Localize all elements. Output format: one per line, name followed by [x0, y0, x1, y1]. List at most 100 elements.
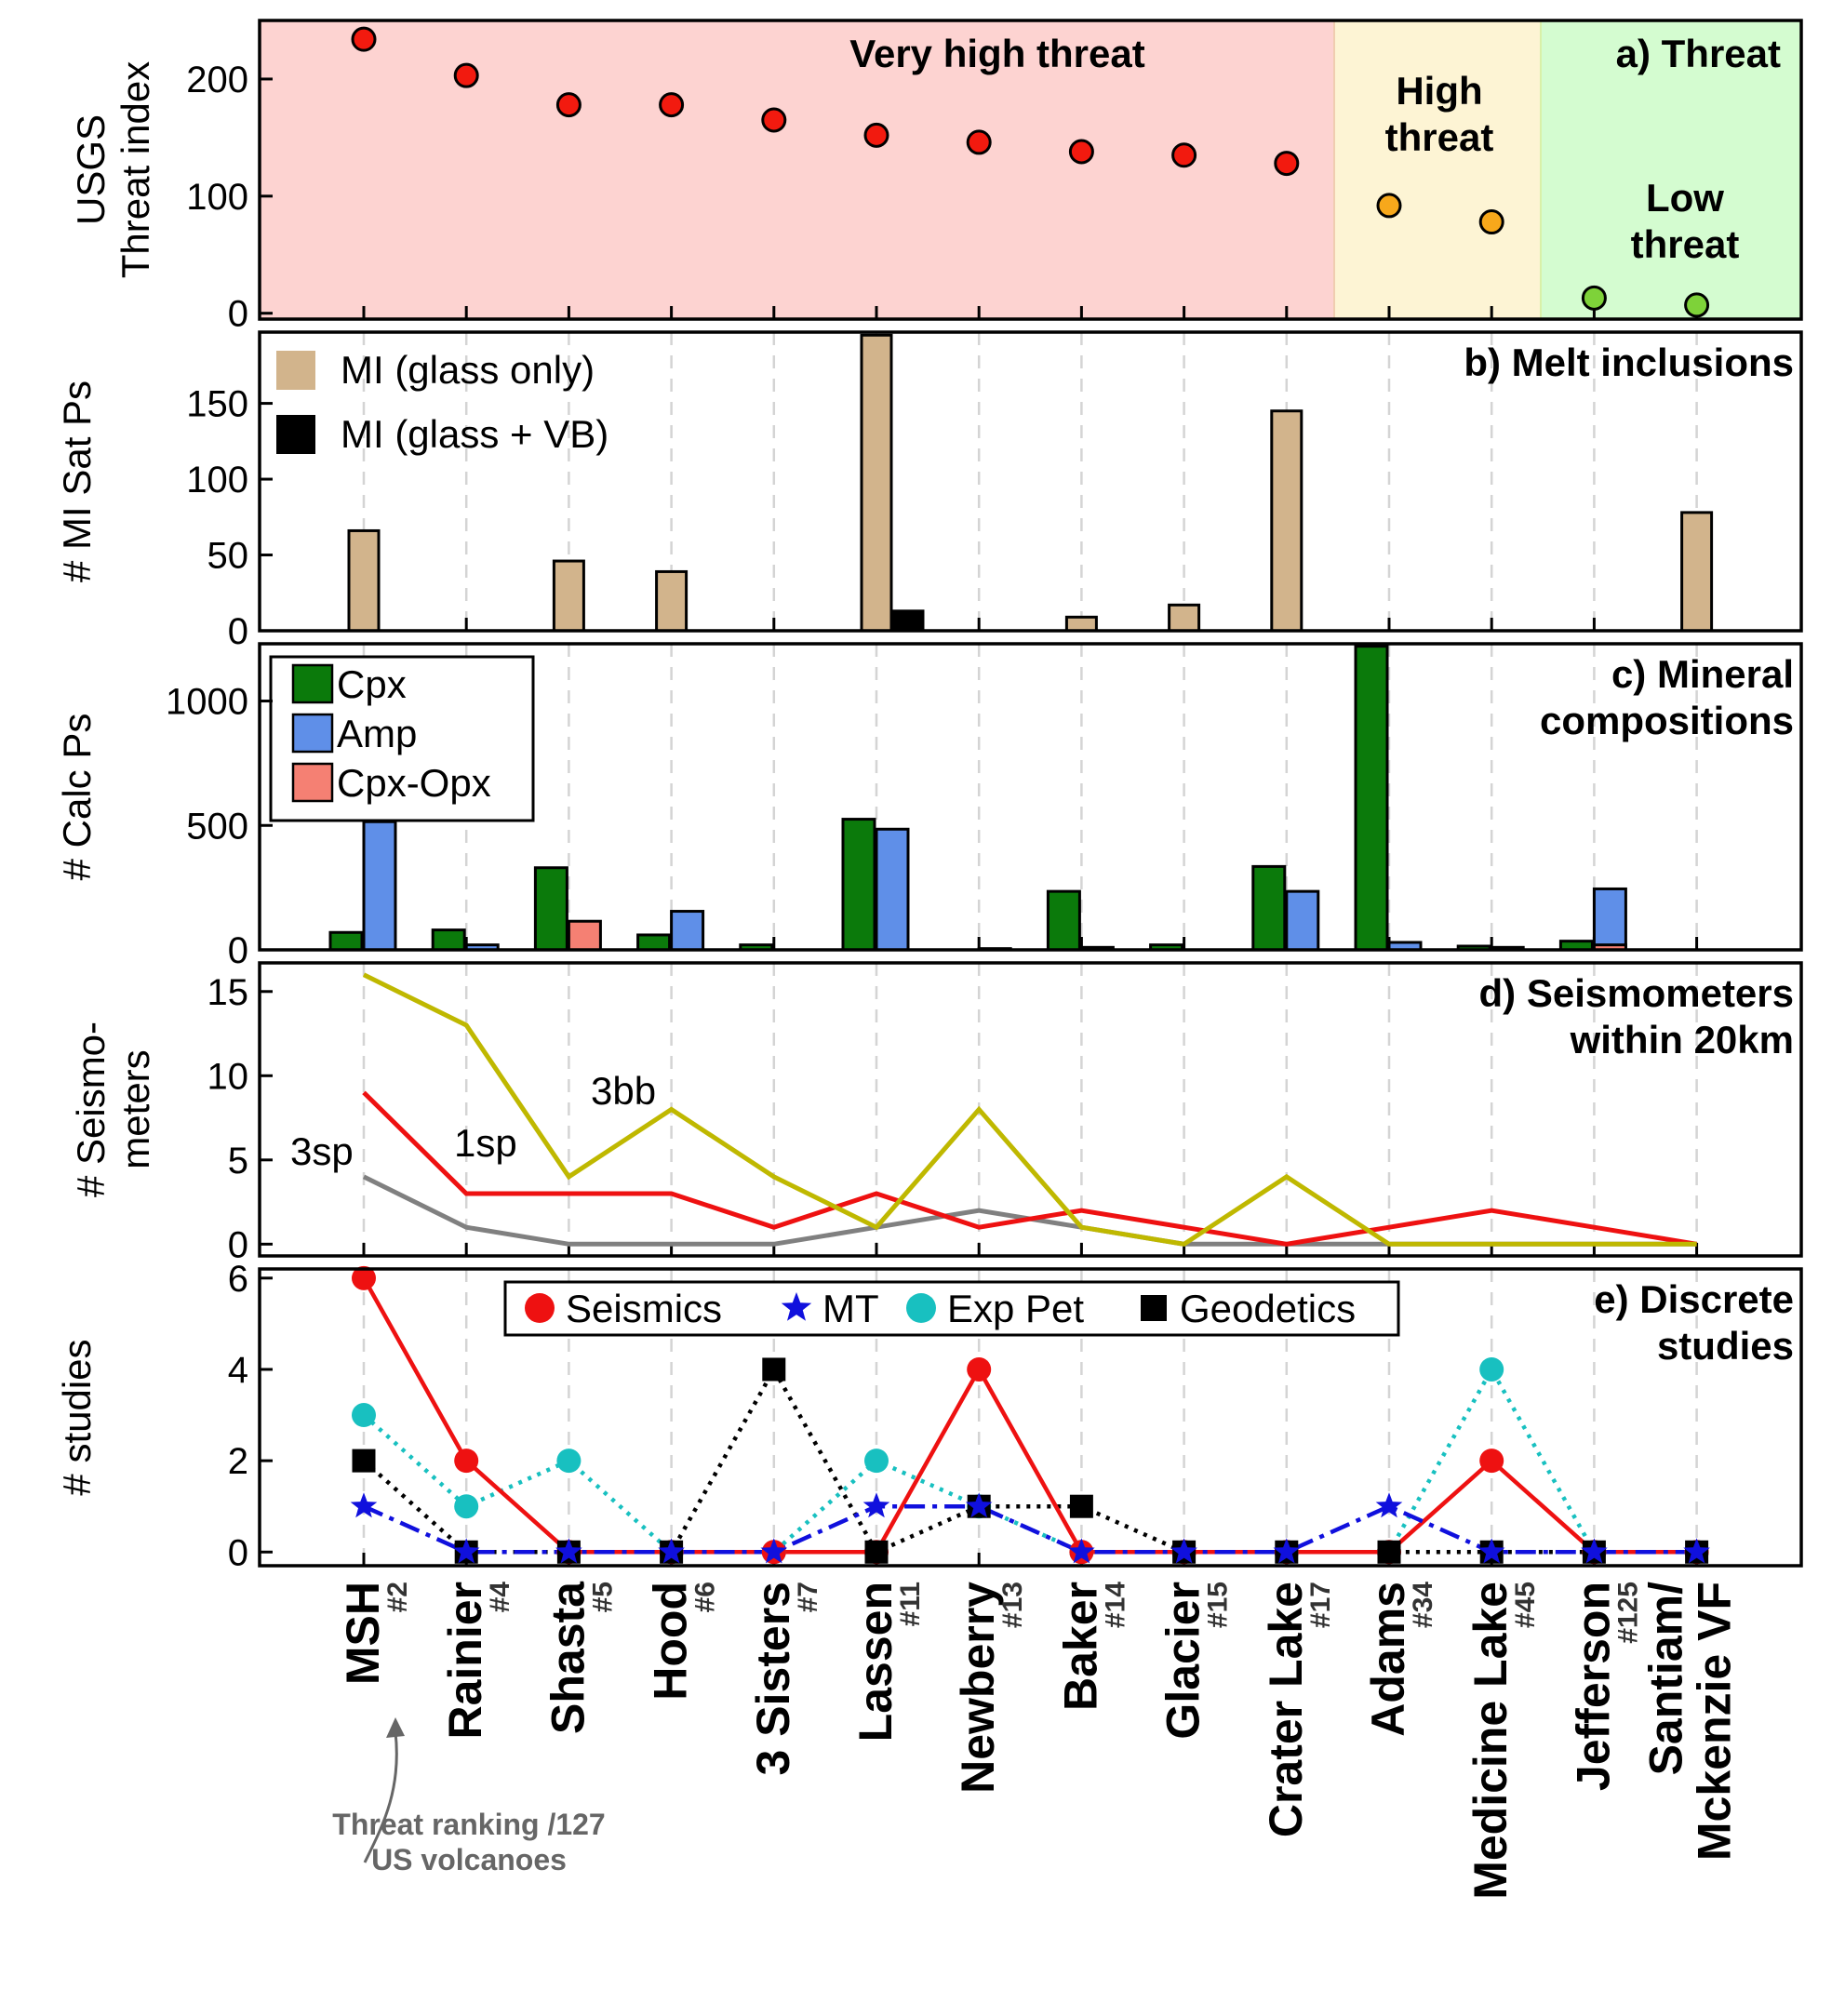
volcano-name: Baker	[1054, 1582, 1106, 1711]
threat-point	[1581, 285, 1607, 311]
threat-rank: #17	[1305, 1582, 1336, 1628]
line-exp-pet	[362, 1365, 1697, 1555]
y-tick-label: 1000	[166, 682, 248, 723]
legend-marker	[781, 1292, 812, 1321]
y-axis-label: # Seismo-	[69, 1021, 113, 1197]
threat-point	[555, 92, 582, 118]
y-tick-label: 0	[228, 1532, 248, 1573]
bar-mi-glass	[860, 333, 893, 633]
bar-amp	[1285, 889, 1320, 952]
volcano-name: Crater Lake	[1260, 1582, 1312, 1837]
panel-label: c) Mineral	[1611, 652, 1794, 696]
panel-b-melt-inclusions: MI (glass only) MI (glass + VB) b) Melt in…	[55, 330, 1803, 652]
threat-rank: #13	[997, 1582, 1028, 1628]
marker-mt	[350, 1492, 378, 1518]
panel-frame	[258, 642, 1803, 952]
legend-label: MT	[822, 1287, 879, 1330]
y-tick-label: 15	[207, 972, 249, 1013]
y-tick-label: 6	[228, 1259, 248, 1300]
y-axis-label: # Calc Ps	[55, 714, 99, 881]
line-mt	[363, 1503, 1697, 1555]
y-tick-label: 0	[228, 930, 248, 971]
threat-point	[1684, 292, 1710, 318]
y-tick-label: 4	[228, 1350, 248, 1391]
y-tick-label: 10	[207, 1056, 249, 1097]
legend-swatch	[291, 713, 334, 754]
legend-label: Geodetics	[1180, 1287, 1356, 1330]
y-tick-label: 2	[228, 1441, 248, 1482]
annotation-text: US volcanoes	[371, 1843, 567, 1876]
annotation-text: Threat ranking /127	[332, 1808, 605, 1841]
volcano-name: Lassen	[849, 1582, 902, 1742]
bar-amp	[362, 820, 397, 952]
threat-rank: #15	[1203, 1582, 1234, 1628]
threat-point	[761, 107, 787, 133]
y-tick-label: 200	[186, 60, 248, 100]
threat-point	[453, 62, 479, 88]
volcano-name: Shasta	[541, 1581, 594, 1734]
legend-label: MI (glass only)	[341, 348, 595, 392]
panel-label: studies	[1657, 1324, 1794, 1368]
threat-rank: #7	[793, 1582, 823, 1612]
panel-frame	[258, 19, 1803, 321]
legend-swatch	[291, 762, 334, 803]
threat-point	[966, 129, 992, 155]
legend-label: Amp	[337, 712, 417, 755]
bar-mi-glass	[1270, 409, 1304, 633]
marker-mt	[1068, 1538, 1095, 1564]
threat-rank: #34	[1408, 1582, 1438, 1628]
volcano-name: Rainier	[439, 1582, 491, 1740]
panel-frame	[258, 1267, 1803, 1568]
y-tick-label: 0	[228, 611, 248, 652]
bar-mi-vb	[891, 609, 925, 633]
series-label-3sp: 3sp	[290, 1129, 354, 1173]
bar-cpx	[431, 928, 466, 952]
panel-label: a) Threat	[1616, 32, 1781, 75]
marker-seismics	[454, 1449, 479, 1474]
marker-geodetics	[352, 1449, 376, 1473]
threat-point	[1171, 142, 1197, 168]
marker-geodetics	[1069, 1494, 1093, 1518]
volcano-name: Santiam/	[1640, 1582, 1692, 1776]
volcano-name: 3 Sisters	[747, 1582, 799, 1775]
marker-mt	[1477, 1538, 1505, 1564]
legend-marker	[906, 1293, 936, 1323]
volcano-name: Glacier	[1157, 1582, 1210, 1740]
marker-exp-pet	[454, 1494, 479, 1519]
legend-swatch	[276, 351, 315, 390]
threat-rank: #5	[587, 1582, 618, 1612]
volcano-name: MSH	[337, 1582, 389, 1685]
volcano-name: Adams	[1362, 1582, 1414, 1737]
y-axis-label: USGS	[69, 114, 113, 225]
threat-point	[1068, 139, 1094, 165]
threat-point	[1274, 151, 1300, 177]
series-label-3bb: 3bb	[591, 1069, 656, 1113]
y-tick-label: 5	[228, 1141, 248, 1182]
legend-box	[503, 1280, 1400, 1337]
marker-exp-pet	[864, 1449, 889, 1474]
marker-exp-pet	[352, 1403, 376, 1428]
volcano-name: Hood	[645, 1582, 697, 1701]
y-axis-label: meters	[114, 1049, 157, 1168]
volcano-name: Jefferson	[1567, 1582, 1619, 1791]
marker-mt	[555, 1538, 582, 1564]
volcano-name: Mckenzie VF	[1689, 1582, 1741, 1861]
annotation-arrow	[363, 1731, 398, 1863]
y-axis-label: # studies	[55, 1339, 99, 1495]
panel-label: b) Melt inclusions	[1464, 340, 1794, 384]
threat-point	[659, 92, 685, 118]
bar-amp	[670, 910, 705, 952]
threat-rank: #45	[1510, 1582, 1541, 1628]
threat-point	[1478, 209, 1504, 235]
legend-label: Cpx	[337, 662, 407, 706]
panel-frame	[258, 330, 1803, 633]
panel-label: within 20km	[1570, 1018, 1794, 1061]
y-tick-label: 100	[186, 460, 248, 501]
annotation-arrowhead	[386, 1717, 405, 1738]
bar-cpx-opx	[567, 919, 602, 952]
y-tick-label: 500	[186, 806, 248, 847]
marker-geodetics	[864, 1540, 889, 1564]
